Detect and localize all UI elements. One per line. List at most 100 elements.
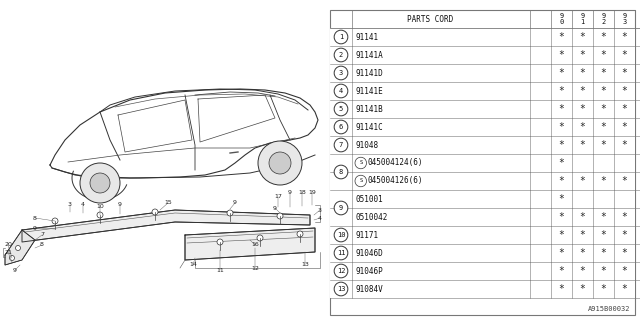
Circle shape: [334, 102, 348, 116]
Text: 91046P: 91046P: [356, 267, 384, 276]
Circle shape: [334, 48, 348, 62]
Text: *: *: [580, 248, 586, 258]
Text: *: *: [621, 212, 627, 222]
Text: *: *: [621, 32, 627, 42]
Text: *: *: [621, 140, 627, 150]
Text: 91141A: 91141A: [356, 51, 384, 60]
Text: *: *: [600, 122, 607, 132]
Text: *: *: [559, 32, 564, 42]
Text: 8: 8: [33, 215, 37, 220]
Text: 9: 9: [13, 268, 17, 273]
Text: PARTS CORD: PARTS CORD: [407, 14, 453, 23]
Circle shape: [334, 282, 348, 296]
Text: 12: 12: [251, 266, 259, 270]
Text: 91046D: 91046D: [356, 249, 384, 258]
Text: 4: 4: [318, 215, 322, 220]
Text: *: *: [559, 176, 564, 186]
Text: 2: 2: [602, 19, 605, 25]
Bar: [330, 262, 635, 280]
Circle shape: [334, 201, 348, 215]
Text: 91171: 91171: [356, 230, 379, 239]
Text: *: *: [621, 266, 627, 276]
Text: 91141C: 91141C: [356, 123, 384, 132]
Text: 045004126(6): 045004126(6): [367, 177, 423, 186]
Circle shape: [334, 264, 348, 278]
Text: 9: 9: [273, 205, 277, 211]
Bar: [330, 190, 635, 208]
Text: *: *: [559, 122, 564, 132]
Circle shape: [334, 138, 348, 152]
Circle shape: [334, 165, 348, 179]
Text: *: *: [559, 266, 564, 276]
Text: *: *: [559, 140, 564, 150]
Text: 8: 8: [40, 243, 44, 247]
Text: *: *: [559, 50, 564, 60]
Text: *: *: [621, 284, 627, 294]
Text: *: *: [621, 248, 627, 258]
Bar: [330, 136, 635, 154]
Text: 9: 9: [622, 13, 627, 20]
Text: 3: 3: [622, 19, 627, 25]
Text: 9: 9: [339, 205, 343, 211]
Circle shape: [257, 235, 263, 241]
Text: 8: 8: [339, 169, 343, 175]
Text: *: *: [580, 50, 586, 60]
Circle shape: [355, 157, 367, 169]
Text: *: *: [580, 104, 586, 114]
Text: 045004124(6): 045004124(6): [367, 158, 423, 167]
Text: 9: 9: [233, 201, 237, 205]
Text: 13: 13: [337, 286, 345, 292]
Text: A915B00032: A915B00032: [588, 306, 630, 312]
Text: *: *: [580, 32, 586, 42]
Text: *: *: [559, 230, 564, 240]
Text: *: *: [600, 176, 607, 186]
Circle shape: [334, 30, 348, 44]
Text: 11: 11: [216, 268, 224, 273]
Polygon shape: [22, 210, 310, 242]
Bar: [330, 244, 635, 262]
Text: 0: 0: [559, 19, 564, 25]
Text: 21: 21: [4, 250, 12, 254]
Text: 91141D: 91141D: [356, 68, 384, 77]
Text: 3: 3: [318, 207, 322, 212]
Text: *: *: [580, 122, 586, 132]
Text: 5: 5: [339, 106, 343, 112]
Text: 9: 9: [559, 13, 564, 20]
Text: *: *: [600, 32, 607, 42]
Text: *: *: [621, 122, 627, 132]
Text: *: *: [600, 86, 607, 96]
Text: 15: 15: [164, 201, 172, 205]
Text: 7: 7: [339, 142, 343, 148]
Text: *: *: [559, 194, 564, 204]
Text: *: *: [580, 266, 586, 276]
Bar: [330, 118, 635, 136]
Text: *: *: [621, 104, 627, 114]
Text: *: *: [580, 230, 586, 240]
Text: 9: 9: [118, 203, 122, 207]
Text: 9: 9: [580, 13, 584, 20]
Circle shape: [258, 141, 302, 185]
Bar: [330, 10, 635, 315]
Text: 3: 3: [339, 70, 343, 76]
Text: *: *: [580, 68, 586, 78]
Text: 6: 6: [339, 124, 343, 130]
Text: *: *: [580, 284, 586, 294]
Text: *: *: [600, 230, 607, 240]
Text: 91084V: 91084V: [356, 284, 384, 293]
Circle shape: [334, 84, 348, 98]
Text: *: *: [600, 104, 607, 114]
Text: 3: 3: [68, 203, 72, 207]
Circle shape: [334, 246, 348, 260]
Text: 051001: 051001: [356, 195, 384, 204]
Text: *: *: [621, 50, 627, 60]
Circle shape: [277, 213, 283, 219]
Text: *: *: [600, 50, 607, 60]
Text: 11: 11: [337, 250, 345, 256]
Circle shape: [334, 66, 348, 80]
Text: *: *: [559, 68, 564, 78]
Bar: [330, 100, 635, 118]
Polygon shape: [185, 228, 315, 260]
Bar: [330, 280, 635, 298]
Text: 10: 10: [96, 204, 104, 210]
Text: 91048: 91048: [356, 140, 379, 149]
